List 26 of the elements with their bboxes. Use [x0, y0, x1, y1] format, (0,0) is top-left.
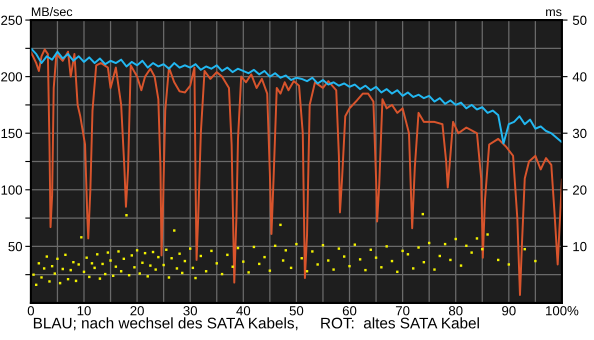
y-axis-title: MB/sec [32, 6, 72, 16]
x-tick-label: 40 [236, 306, 250, 316]
y2-tick-label: 40 [572, 72, 586, 82]
x-tick-label: 20 [130, 306, 144, 316]
text: BLAU; nach wechsel des SATA Kabels, ROT: altes SATA Kabel [34, 317, 479, 330]
y2-tick-label: 50 [572, 16, 586, 25]
y-tick-label: 200 [1, 72, 22, 82]
y2-tick-label: 10 [573, 242, 586, 252]
x-tick-label: 90 [502, 306, 516, 316]
y-tick-label: 50 [8, 242, 22, 252]
x-tick-label: 30 [183, 306, 198, 316]
x-tick-label: 60 [342, 306, 356, 316]
y-tick-label: 150 [2, 128, 22, 138]
x-tick-label: 10 [78, 306, 91, 316]
x-tick-label: 100% [546, 306, 578, 316]
y2-tick-label: 30 [572, 128, 586, 138]
x-tick-label: 70 [396, 306, 410, 316]
line-series [30, 48, 562, 296]
x-tick-label: 0 [28, 306, 34, 316]
x-tick-label: 80 [448, 306, 463, 316]
y-tick-label: 250 [1, 16, 22, 25]
y2-axis-title: ms [546, 9, 562, 16]
y-tick-label: 100 [2, 185, 22, 195]
y2-tick-label: 20 [573, 185, 586, 195]
line-series [30, 47, 562, 144]
x-tick-label: 50 [290, 306, 304, 316]
